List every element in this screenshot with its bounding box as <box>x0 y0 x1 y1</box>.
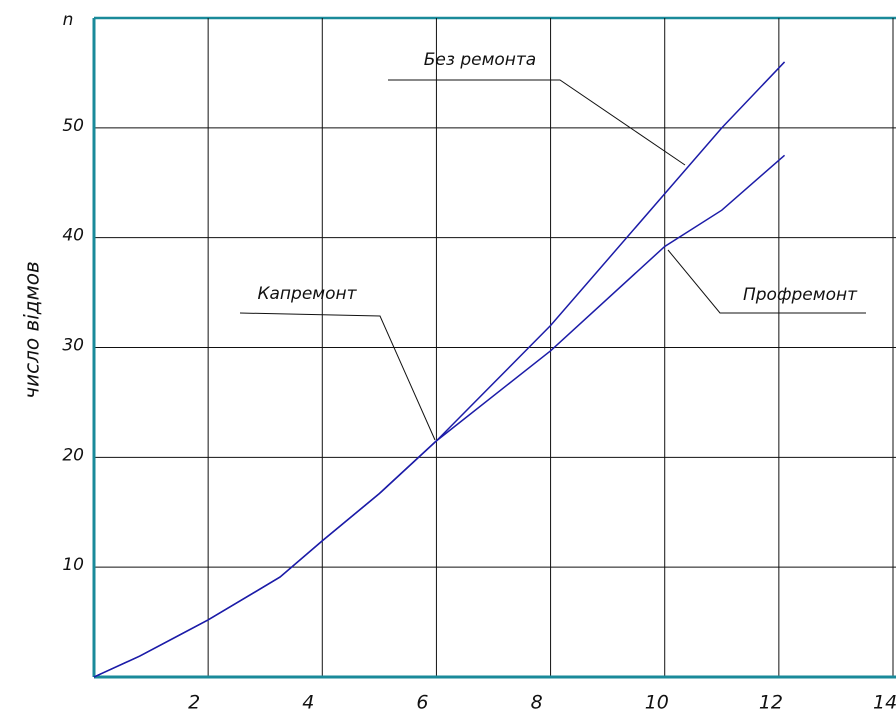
series-label: Без ремонта <box>424 50 536 70</box>
y-tick-label: 50 <box>62 116 84 136</box>
x-tick-label: 10 <box>645 692 669 714</box>
series-line <box>93 61 786 678</box>
x-tick-label: 2 <box>188 692 200 714</box>
y-tick-label: 20 <box>62 445 84 465</box>
y-axis-label: число відмов <box>20 261 44 398</box>
series-line <box>93 154 786 678</box>
leader-line <box>388 79 686 166</box>
y-tick-label: 10 <box>62 555 84 575</box>
y-tick-label: 40 <box>62 226 84 246</box>
x-tick-label: 4 <box>302 692 314 714</box>
series-label: Профремонт <box>743 285 858 305</box>
leader-line <box>239 312 436 441</box>
x-tick-label: 6 <box>416 692 428 714</box>
annotation: Капремонт <box>257 284 357 304</box>
y-unit-label: n <box>63 10 74 30</box>
y-tick-label: 30 <box>62 336 84 356</box>
x-tick-label: 8 <box>531 692 543 714</box>
x-tick-label: 14 <box>873 692 896 714</box>
x-tick-label: 12 <box>759 692 783 714</box>
leader-line <box>667 249 866 314</box>
